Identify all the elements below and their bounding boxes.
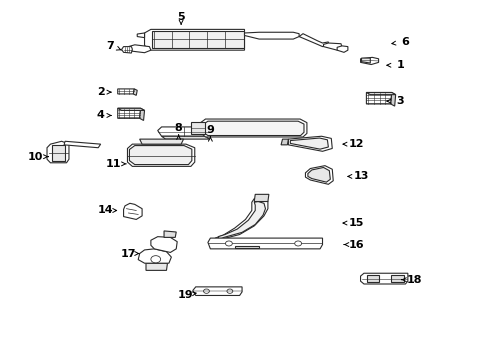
Polygon shape: [118, 108, 144, 111]
Polygon shape: [151, 237, 177, 252]
Polygon shape: [128, 45, 151, 53]
Circle shape: [151, 256, 160, 263]
Polygon shape: [390, 275, 404, 282]
Polygon shape: [140, 139, 183, 144]
Polygon shape: [192, 287, 242, 296]
Text: 7: 7: [106, 41, 114, 50]
Circle shape: [294, 241, 301, 246]
Text: 11: 11: [106, 159, 122, 169]
Polygon shape: [152, 31, 243, 48]
Polygon shape: [336, 46, 347, 52]
Text: 1: 1: [396, 60, 404, 70]
Polygon shape: [207, 238, 322, 249]
Polygon shape: [133, 89, 137, 95]
Polygon shape: [366, 93, 395, 95]
Text: 14: 14: [98, 206, 113, 216]
Polygon shape: [161, 136, 209, 139]
Polygon shape: [290, 138, 328, 149]
Polygon shape: [158, 127, 209, 136]
Polygon shape: [123, 203, 142, 220]
Polygon shape: [234, 246, 259, 248]
Circle shape: [226, 289, 232, 293]
Text: 13: 13: [353, 171, 368, 181]
Polygon shape: [281, 139, 288, 145]
Polygon shape: [200, 119, 306, 137]
Polygon shape: [47, 141, 69, 163]
Circle shape: [203, 289, 209, 293]
Text: 4: 4: [97, 111, 104, 121]
Polygon shape: [163, 231, 176, 237]
Polygon shape: [288, 136, 331, 151]
Polygon shape: [118, 108, 141, 118]
Polygon shape: [129, 145, 191, 165]
Polygon shape: [146, 263, 167, 270]
Polygon shape: [390, 93, 395, 106]
Polygon shape: [118, 89, 134, 94]
Text: 10: 10: [28, 152, 43, 162]
Polygon shape: [307, 167, 330, 182]
Polygon shape: [360, 57, 378, 64]
Polygon shape: [218, 202, 265, 239]
Polygon shape: [140, 108, 144, 121]
Circle shape: [225, 241, 232, 246]
Text: 16: 16: [348, 239, 364, 249]
Text: 12: 12: [348, 139, 364, 149]
Text: 5: 5: [177, 12, 184, 22]
Polygon shape: [144, 30, 244, 50]
Text: 8: 8: [174, 123, 182, 133]
Text: 19: 19: [178, 290, 193, 300]
Polygon shape: [203, 121, 304, 135]
Polygon shape: [52, 145, 65, 161]
Polygon shape: [361, 58, 369, 63]
Polygon shape: [323, 43, 341, 50]
Polygon shape: [122, 46, 132, 53]
Polygon shape: [138, 249, 171, 263]
Polygon shape: [360, 273, 407, 284]
Text: 18: 18: [406, 275, 421, 285]
Text: 6: 6: [401, 37, 408, 47]
Polygon shape: [366, 93, 391, 104]
Polygon shape: [244, 32, 299, 39]
Polygon shape: [305, 166, 332, 184]
Polygon shape: [299, 34, 328, 46]
Polygon shape: [215, 198, 267, 242]
Polygon shape: [254, 194, 268, 202]
Polygon shape: [127, 144, 194, 166]
Text: 9: 9: [206, 125, 214, 135]
Text: 15: 15: [348, 218, 364, 228]
Polygon shape: [64, 141, 101, 148]
Polygon shape: [137, 33, 144, 38]
Text: 17: 17: [121, 248, 136, 258]
Text: 2: 2: [97, 87, 104, 97]
Text: 3: 3: [396, 96, 404, 106]
Polygon shape: [366, 275, 378, 282]
Polygon shape: [190, 122, 204, 134]
